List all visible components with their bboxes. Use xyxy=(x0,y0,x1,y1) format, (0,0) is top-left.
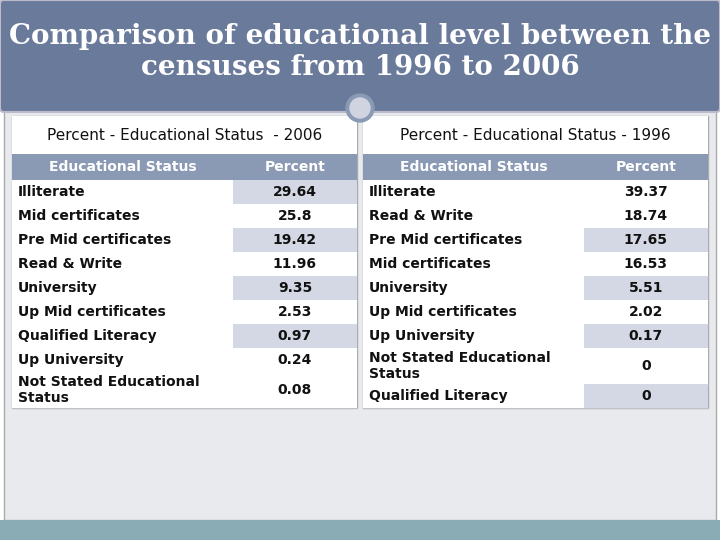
Text: Educational Status: Educational Status xyxy=(400,160,547,174)
Text: Up Mid certificates: Up Mid certificates xyxy=(369,305,517,319)
Bar xyxy=(233,276,357,300)
Text: 0: 0 xyxy=(641,359,651,373)
Circle shape xyxy=(346,94,374,122)
Text: 0.17: 0.17 xyxy=(629,329,663,343)
Text: Illiterate: Illiterate xyxy=(18,185,86,199)
Bar xyxy=(12,116,357,154)
Text: University: University xyxy=(18,281,98,295)
Bar xyxy=(233,324,357,348)
Bar xyxy=(12,154,357,180)
Text: Comparison of educational level between the
censuses from 1996 to 2006: Comparison of educational level between … xyxy=(9,23,711,81)
Bar xyxy=(4,110,716,520)
Text: Pre Mid certificates: Pre Mid certificates xyxy=(369,233,522,247)
Bar xyxy=(363,154,708,180)
Bar xyxy=(12,348,357,372)
Text: 5.51: 5.51 xyxy=(629,281,663,295)
Bar xyxy=(12,252,357,276)
Text: 25.8: 25.8 xyxy=(278,209,312,223)
Text: Illiterate: Illiterate xyxy=(369,185,436,199)
Text: 11.96: 11.96 xyxy=(273,257,317,271)
Bar xyxy=(363,116,708,154)
Bar xyxy=(363,348,708,384)
Text: Read & Write: Read & Write xyxy=(369,209,473,223)
Bar xyxy=(12,300,357,324)
Bar xyxy=(12,228,357,252)
Text: Up Mid certificates: Up Mid certificates xyxy=(18,305,166,319)
Text: University: University xyxy=(369,281,449,295)
Bar xyxy=(0,520,720,540)
Bar xyxy=(363,300,708,324)
Bar xyxy=(584,276,708,300)
Bar xyxy=(233,180,357,204)
Text: Percent - Educational Status - 1996: Percent - Educational Status - 1996 xyxy=(400,127,671,143)
Text: Qualified Literacy: Qualified Literacy xyxy=(18,329,157,343)
Text: 0.24: 0.24 xyxy=(278,353,312,367)
Circle shape xyxy=(350,98,370,118)
Text: 9.35: 9.35 xyxy=(278,281,312,295)
Text: Not Stated Educational
Status: Not Stated Educational Status xyxy=(369,351,551,381)
Bar xyxy=(12,204,357,228)
Text: Qualified Literacy: Qualified Literacy xyxy=(369,389,508,403)
Bar xyxy=(363,180,708,204)
Bar xyxy=(363,384,708,408)
Text: Educational Status: Educational Status xyxy=(48,160,197,174)
Text: 16.53: 16.53 xyxy=(624,257,668,271)
Bar xyxy=(363,228,708,252)
Text: Percent - Educational Status  - 2006: Percent - Educational Status - 2006 xyxy=(47,127,322,143)
Text: 0.97: 0.97 xyxy=(278,329,312,343)
FancyBboxPatch shape xyxy=(0,0,720,112)
Text: 18.74: 18.74 xyxy=(624,209,668,223)
Bar xyxy=(12,180,357,204)
Bar xyxy=(12,324,357,348)
Bar xyxy=(12,116,357,408)
Bar xyxy=(12,276,357,300)
Bar xyxy=(584,228,708,252)
Text: Percent: Percent xyxy=(616,160,676,174)
Bar xyxy=(233,228,357,252)
Text: Pre Mid certificates: Pre Mid certificates xyxy=(18,233,171,247)
Text: 0: 0 xyxy=(641,389,651,403)
Bar xyxy=(363,204,708,228)
Text: 29.64: 29.64 xyxy=(273,185,317,199)
Bar xyxy=(363,324,708,348)
Bar xyxy=(363,252,708,276)
Text: Up University: Up University xyxy=(369,329,474,343)
Text: 2.02: 2.02 xyxy=(629,305,663,319)
Bar xyxy=(363,116,708,408)
Text: 39.37: 39.37 xyxy=(624,185,667,199)
Text: 0.08: 0.08 xyxy=(278,383,312,397)
Bar xyxy=(12,372,357,408)
Text: Mid certificates: Mid certificates xyxy=(18,209,140,223)
Text: 17.65: 17.65 xyxy=(624,233,668,247)
Text: Read & Write: Read & Write xyxy=(18,257,122,271)
Text: Not Stated Educational
Status: Not Stated Educational Status xyxy=(18,375,199,405)
Text: Percent: Percent xyxy=(264,160,325,174)
Text: Mid certificates: Mid certificates xyxy=(369,257,491,271)
Text: 2.53: 2.53 xyxy=(278,305,312,319)
Bar xyxy=(363,276,708,300)
Bar xyxy=(584,384,708,408)
Bar xyxy=(584,324,708,348)
Text: Up University: Up University xyxy=(18,353,124,367)
Text: 19.42: 19.42 xyxy=(273,233,317,247)
